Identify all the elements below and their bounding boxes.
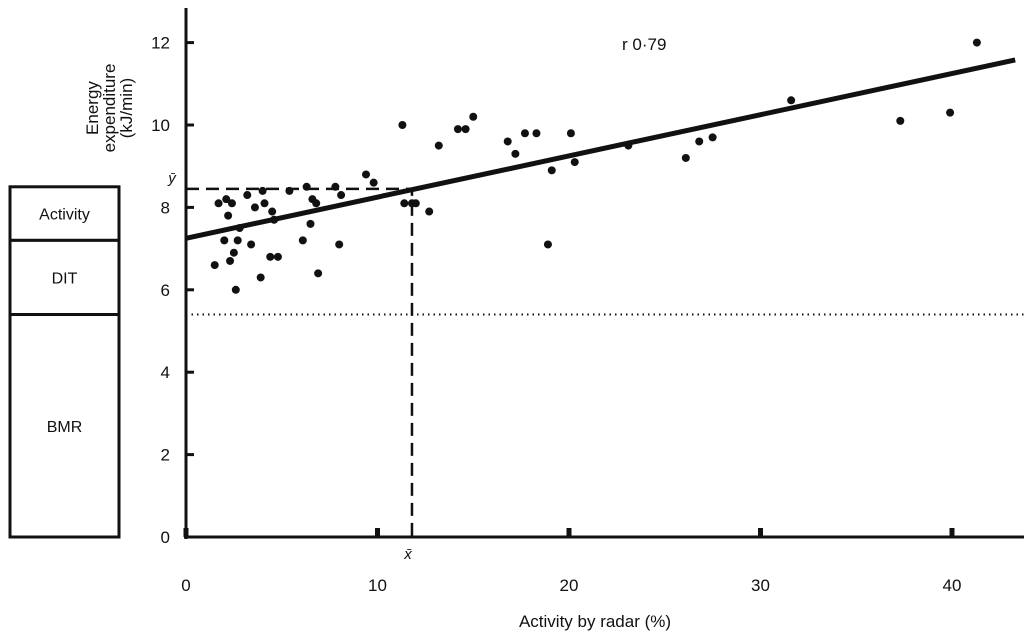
data-point [681,153,690,162]
x-axis-ticks: 0 10 20 30 40 [181,528,961,595]
data-point [258,186,267,195]
data-point [787,96,796,105]
data-point [270,215,279,224]
data-point [226,256,235,265]
regression-line [185,57,1016,241]
data-point [972,38,981,47]
data-point [425,207,434,216]
data-point [214,199,223,208]
y-axis-title-line: (kJ/min) [117,78,136,138]
data-point [285,186,294,195]
data-point [946,108,955,117]
data-point [624,141,633,150]
data-point [708,133,717,142]
data-point [570,158,579,167]
data-point [229,248,238,257]
data-point [266,252,275,261]
data-point [469,112,478,121]
data-point [250,203,259,212]
data-point [233,236,242,245]
data-point [302,182,311,191]
data-point [298,236,307,245]
data-point [520,129,529,138]
data-points [210,38,981,294]
data-point [695,137,704,146]
energy-block-label: BMR [47,419,83,436]
y-axis-ticks: 0 2 4 6 8 10 12 [151,34,194,547]
correlation-annotation: r 0·79 [622,35,666,54]
data-point [547,166,556,175]
data-point [268,207,277,216]
x-axis-title: Activity by radar (%) [519,612,671,631]
y-tick-label: 4 [161,363,170,382]
data-point [411,199,420,208]
data-point [543,240,552,249]
data-point [896,116,905,125]
data-point [256,273,265,282]
data-point [566,129,575,138]
data-point [260,199,269,208]
data-point [306,219,315,228]
data-point [222,195,231,204]
energy-component-bar: Activity DIT BMR [8,185,121,539]
x-tick-label: 0 [181,576,190,595]
data-point [210,261,219,270]
x-tick-label: 40 [943,576,962,595]
data-point [227,199,236,208]
y-tick-label: 10 [151,116,170,135]
data-point [453,125,462,134]
y-mean-label: ȳ [167,170,177,187]
data-point [235,224,244,232]
data-point [231,285,240,294]
x-mean-label: x̄ [403,546,412,563]
data-point [337,191,346,200]
data-point [461,125,470,134]
y-tick-label: 2 [161,446,170,465]
data-point [224,211,233,220]
y-tick-label: 6 [161,281,170,300]
x-tick-label: 20 [560,576,579,595]
energy-block-label: DIT [52,270,78,287]
data-point [335,240,344,249]
data-point [312,199,321,208]
data-point [247,240,256,249]
data-point [511,149,520,158]
energy-block-label: Activity [39,207,90,224]
y-tick-label: 8 [161,198,170,217]
data-point [243,191,252,200]
energy-block-bmr [8,313,121,539]
x-tick-label: 10 [368,576,387,595]
data-point [314,269,323,278]
data-point [331,182,340,191]
data-point [532,129,541,138]
y-tick-label: 12 [151,34,170,53]
data-point [398,121,407,129]
data-point [503,137,512,146]
x-tick-label: 30 [751,576,770,595]
y-axis-title-line: expenditure [100,64,119,153]
y-axis-title-line: Energy [83,81,102,135]
data-point [400,199,409,208]
y-tick-label: 0 [161,528,170,547]
data-point [273,252,282,261]
data-point [369,178,378,187]
data-point [434,141,443,150]
data-point [362,170,371,179]
data-point [220,236,229,245]
